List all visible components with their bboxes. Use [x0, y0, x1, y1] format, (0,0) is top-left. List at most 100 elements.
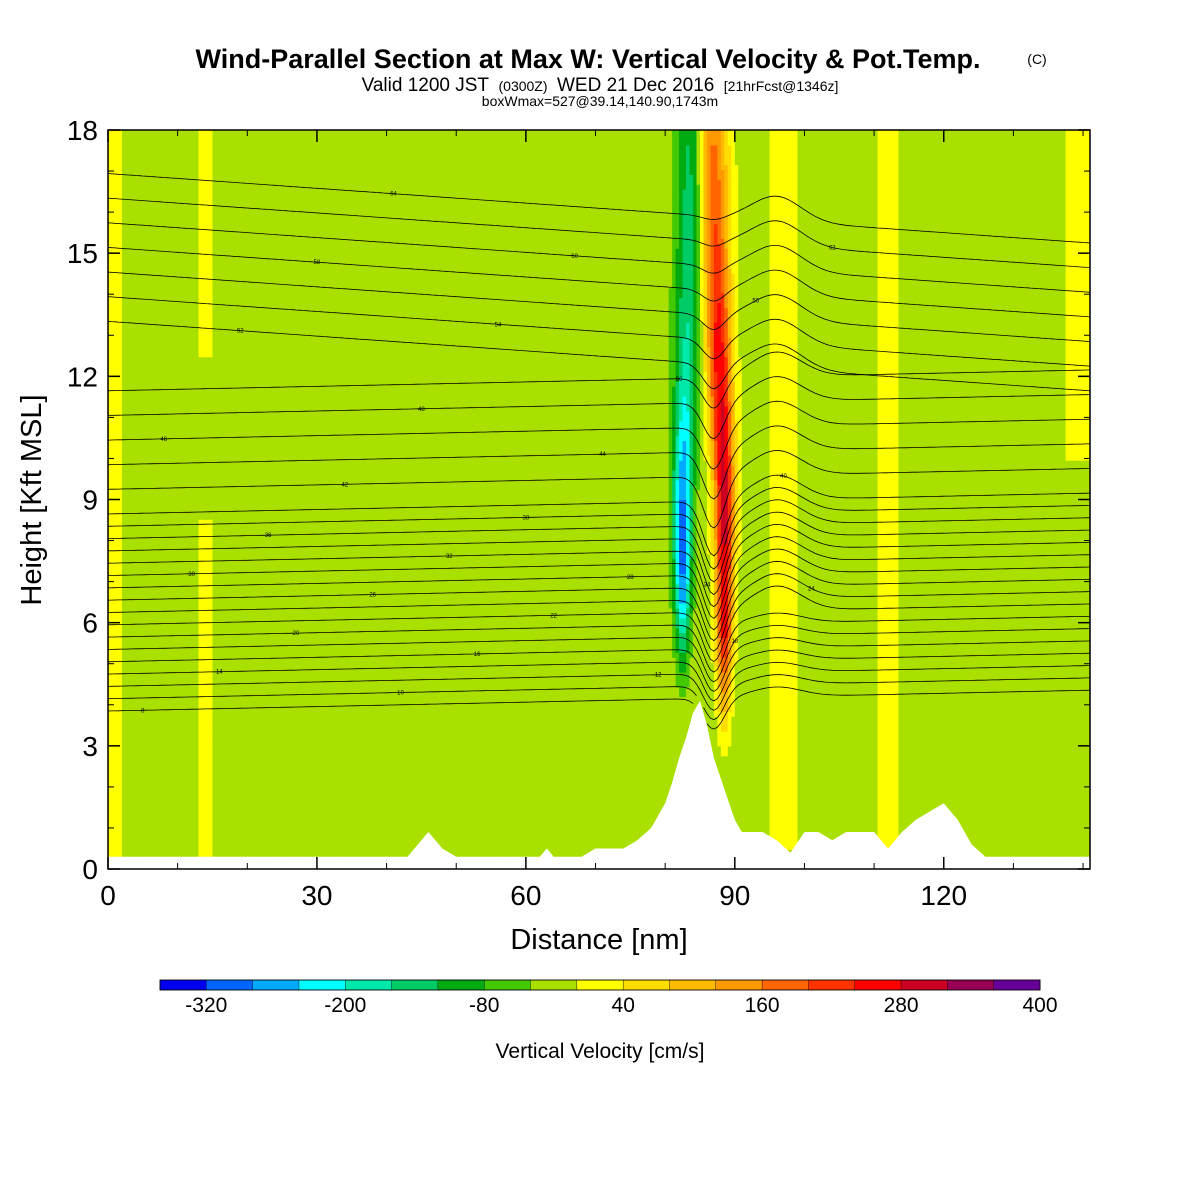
- velocity-cell: [206, 243, 210, 249]
- velocity-cell: [146, 766, 150, 772]
- velocity-cell: [122, 544, 126, 550]
- velocity-cell: [132, 243, 136, 249]
- velocity-cell: [122, 564, 126, 570]
- velocity-cell: [164, 337, 168, 343]
- velocity-cell: [150, 751, 154, 757]
- velocity-cell: [136, 839, 140, 845]
- velocity-cell: [146, 238, 150, 244]
- velocity-cell: [139, 578, 143, 584]
- velocity-cell: [174, 839, 178, 845]
- velocity-cell: [167, 849, 171, 855]
- velocity-cell: [146, 293, 150, 299]
- velocity-cell: [164, 470, 168, 476]
- velocity-cell: [185, 332, 189, 338]
- velocity-cell: [160, 633, 164, 639]
- velocity-cell: [150, 603, 154, 609]
- velocity-cell: [216, 204, 220, 210]
- velocity-cell: [160, 692, 164, 698]
- velocity-cell: [143, 849, 147, 855]
- velocity-cell: [164, 839, 168, 845]
- velocity-cell: [136, 411, 140, 417]
- velocity-cell: [192, 352, 196, 358]
- velocity-cell: [129, 559, 133, 565]
- velocity-cell: [202, 391, 206, 397]
- velocity-cell: [139, 243, 143, 249]
- velocity-cell: [219, 810, 223, 816]
- velocity-cell: [115, 288, 119, 294]
- velocity-cell: [219, 509, 223, 515]
- velocity-cell: [174, 514, 178, 520]
- velocity-cell: [216, 347, 220, 353]
- velocity-cell: [216, 706, 220, 712]
- velocity-cell: [125, 810, 129, 816]
- velocity-cell: [195, 835, 199, 841]
- velocity-cell: [202, 209, 206, 215]
- velocity-cell: [206, 839, 210, 845]
- velocity-cell: [157, 637, 161, 643]
- velocity-cell: [139, 559, 143, 565]
- velocity-cell: [150, 150, 154, 156]
- velocity-cell: [160, 509, 164, 515]
- velocity-cell: [160, 721, 164, 727]
- velocity-cell: [174, 293, 178, 299]
- velocity-cell: [164, 539, 168, 545]
- velocity-cell: [174, 307, 178, 313]
- velocity-cell: [209, 302, 213, 308]
- velocity-cell: [167, 835, 171, 841]
- velocity-cell: [174, 376, 178, 382]
- velocity-cell: [146, 775, 150, 781]
- velocity-cell: [212, 637, 216, 643]
- velocity-cell: [167, 766, 171, 772]
- velocity-cell: [143, 337, 147, 343]
- velocity-cell: [171, 258, 175, 264]
- velocity-cell: [136, 559, 140, 565]
- velocity-cell: [139, 633, 143, 639]
- velocity-cell: [143, 628, 147, 634]
- velocity-cell: [150, 366, 154, 372]
- velocity-cell: [143, 795, 147, 801]
- velocity-cell: [167, 416, 171, 422]
- velocity-cell: [122, 243, 126, 249]
- velocity-cell: [185, 243, 189, 249]
- velocity-cell: [185, 475, 189, 481]
- velocity-cell: [150, 485, 154, 491]
- velocity-cell: [132, 761, 136, 767]
- velocity-cell: [188, 603, 192, 609]
- velocity-cell: [139, 406, 143, 412]
- velocity-cell: [219, 677, 223, 683]
- velocity-cell: [118, 593, 122, 599]
- velocity-cell: [219, 633, 223, 639]
- velocity-cell: [111, 357, 115, 363]
- velocity-cell: [167, 613, 171, 619]
- velocity-cell: [195, 248, 199, 254]
- velocity-cell: [212, 381, 216, 387]
- velocity-cell: [195, 475, 199, 481]
- velocity-cell: [185, 164, 189, 170]
- velocity-cell: [206, 263, 210, 269]
- velocity-cell: [216, 554, 220, 560]
- velocity-cell: [216, 731, 220, 737]
- velocity-cell: [219, 263, 223, 269]
- velocity-cell: [146, 130, 150, 136]
- velocity-cell: [192, 820, 196, 826]
- velocity-cell: [146, 549, 150, 555]
- velocity-cell: [181, 746, 185, 752]
- velocity-cell: [202, 312, 206, 318]
- velocity-cell: [122, 736, 126, 742]
- velocity-cell: [171, 381, 175, 387]
- velocity-cell: [178, 731, 182, 737]
- velocity-cell: [122, 672, 126, 678]
- velocity-cell: [174, 662, 178, 668]
- velocity-cell: [125, 573, 129, 579]
- velocity-cell: [181, 150, 185, 156]
- velocity-cell: [122, 810, 126, 816]
- velocity-cell: [111, 568, 115, 574]
- velocity-cell: [195, 352, 199, 358]
- velocity-cell: [216, 835, 220, 841]
- velocity-cell: [139, 455, 143, 461]
- velocity-cell: [199, 371, 203, 377]
- velocity-cell: [178, 844, 182, 850]
- velocity-cell: [164, 578, 168, 584]
- velocity-cell: [125, 706, 129, 712]
- velocity-cell: [111, 815, 115, 821]
